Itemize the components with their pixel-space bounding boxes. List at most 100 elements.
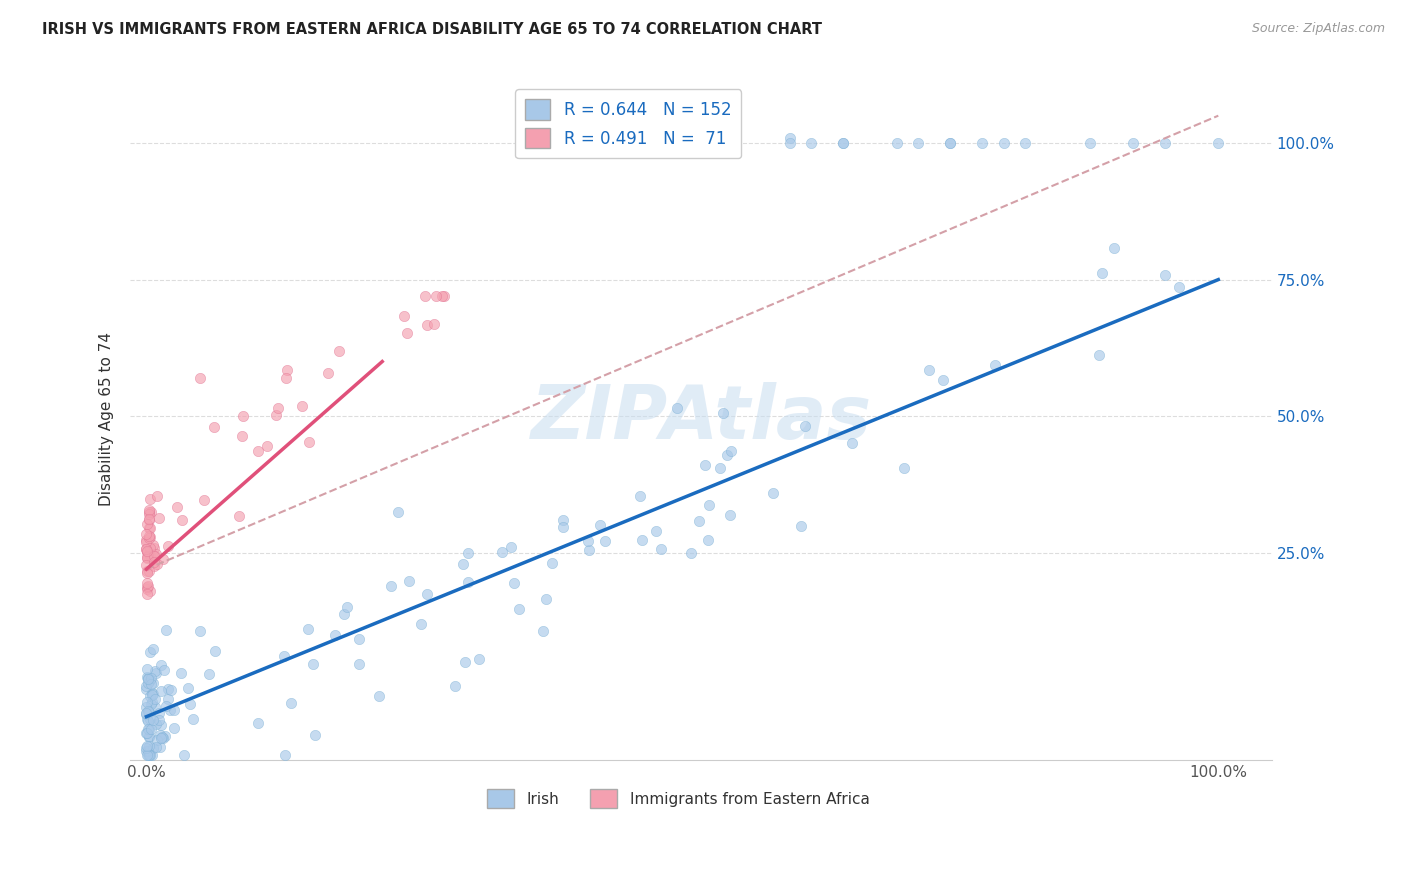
Point	[298, 435, 321, 450]
Point	[232, 409, 254, 424]
Point	[138, 521, 160, 535]
Point	[841, 436, 863, 450]
Point	[593, 533, 616, 548]
Point	[274, 747, 297, 762]
Point	[628, 489, 651, 503]
Point	[170, 666, 193, 681]
Point	[135, 527, 157, 541]
Point	[502, 575, 524, 590]
Point	[166, 500, 188, 514]
Point	[190, 624, 212, 638]
Point	[1078, 136, 1101, 150]
Point	[148, 713, 170, 727]
Point	[141, 641, 163, 656]
Point	[328, 343, 350, 358]
Point	[142, 555, 165, 569]
Point	[149, 658, 172, 673]
Point	[576, 533, 599, 548]
Point	[301, 657, 323, 671]
Point	[145, 700, 167, 714]
Point	[993, 136, 1015, 150]
Point	[531, 624, 554, 639]
Point	[138, 675, 160, 690]
Point	[139, 645, 162, 659]
Point	[138, 508, 160, 522]
Point	[291, 399, 314, 413]
Point	[136, 725, 159, 739]
Point	[138, 705, 160, 719]
Point	[793, 419, 815, 434]
Point	[135, 679, 157, 693]
Point	[142, 538, 165, 552]
Point	[457, 546, 479, 560]
Point	[150, 684, 173, 698]
Point	[136, 747, 159, 762]
Point	[387, 505, 409, 519]
Point	[136, 722, 159, 736]
Point	[444, 680, 467, 694]
Point	[156, 692, 179, 706]
Point	[145, 547, 167, 561]
Point	[347, 657, 370, 671]
Point	[159, 703, 181, 717]
Point	[135, 580, 157, 594]
Point	[135, 533, 157, 547]
Point	[138, 547, 160, 561]
Point	[143, 549, 166, 563]
Point	[142, 675, 165, 690]
Point	[451, 557, 474, 571]
Point	[152, 551, 174, 566]
Point	[907, 136, 929, 150]
Point	[204, 644, 226, 658]
Point	[145, 739, 167, 754]
Point	[886, 136, 908, 150]
Point	[246, 443, 269, 458]
Point	[139, 491, 162, 506]
Point	[135, 726, 157, 740]
Point	[136, 672, 159, 686]
Point	[716, 448, 738, 462]
Point	[136, 517, 159, 532]
Point	[145, 717, 167, 731]
Point	[143, 664, 166, 678]
Point	[138, 713, 160, 727]
Point	[148, 511, 170, 525]
Point	[138, 722, 160, 736]
Text: ZIPAtlas: ZIPAtlas	[530, 383, 872, 456]
Point	[280, 696, 302, 710]
Point	[146, 557, 169, 571]
Point	[141, 547, 163, 561]
Point	[688, 514, 710, 528]
Point	[135, 564, 157, 578]
Point	[333, 607, 356, 621]
Point	[553, 519, 575, 533]
Point	[711, 406, 734, 420]
Point	[790, 519, 813, 533]
Point	[491, 545, 513, 559]
Point	[1153, 136, 1175, 150]
Point	[141, 671, 163, 685]
Point	[939, 136, 962, 150]
Point	[139, 505, 162, 519]
Point	[157, 682, 180, 697]
Point	[666, 401, 689, 416]
Point	[141, 722, 163, 736]
Point	[155, 730, 177, 744]
Point	[179, 697, 201, 711]
Point	[984, 358, 1007, 372]
Point	[800, 136, 823, 150]
Point	[231, 429, 253, 443]
Point	[138, 549, 160, 564]
Point	[139, 530, 162, 544]
Point	[135, 661, 157, 675]
Point	[142, 541, 165, 555]
Point	[146, 732, 169, 747]
Point	[274, 371, 297, 385]
Point	[578, 543, 600, 558]
Point	[832, 136, 855, 150]
Point	[323, 627, 346, 641]
Point	[172, 513, 194, 527]
Point	[534, 591, 557, 606]
Point	[392, 309, 415, 323]
Point	[423, 318, 446, 332]
